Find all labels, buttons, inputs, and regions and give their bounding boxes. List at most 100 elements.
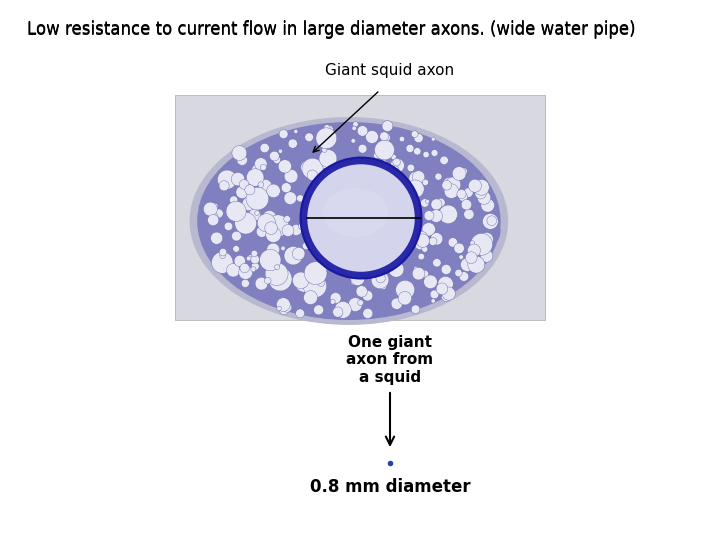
Circle shape xyxy=(362,291,373,301)
Circle shape xyxy=(284,170,298,183)
Circle shape xyxy=(316,168,321,173)
Circle shape xyxy=(468,256,485,273)
Circle shape xyxy=(474,179,490,195)
Circle shape xyxy=(445,177,461,193)
Circle shape xyxy=(268,227,273,232)
Circle shape xyxy=(418,253,425,260)
Circle shape xyxy=(322,147,327,152)
Circle shape xyxy=(459,255,464,259)
Circle shape xyxy=(487,216,497,226)
Circle shape xyxy=(248,255,253,261)
Circle shape xyxy=(449,183,459,192)
Circle shape xyxy=(407,164,415,172)
Circle shape xyxy=(442,287,455,300)
Circle shape xyxy=(464,188,473,197)
Circle shape xyxy=(236,186,248,199)
Circle shape xyxy=(379,132,389,141)
Circle shape xyxy=(260,164,266,171)
Circle shape xyxy=(274,265,279,269)
Circle shape xyxy=(454,243,464,254)
Circle shape xyxy=(246,256,251,261)
Circle shape xyxy=(430,210,443,222)
Circle shape xyxy=(438,276,454,292)
Circle shape xyxy=(282,183,291,193)
Circle shape xyxy=(356,286,367,297)
Circle shape xyxy=(269,267,292,291)
Circle shape xyxy=(232,146,247,160)
Circle shape xyxy=(372,271,389,289)
Circle shape xyxy=(442,180,451,190)
Circle shape xyxy=(414,266,418,271)
Circle shape xyxy=(465,252,477,264)
Circle shape xyxy=(251,250,258,256)
Circle shape xyxy=(467,244,480,257)
Circle shape xyxy=(415,239,426,249)
Circle shape xyxy=(480,249,493,262)
Circle shape xyxy=(292,272,309,289)
Circle shape xyxy=(266,243,279,256)
Circle shape xyxy=(282,303,292,312)
Circle shape xyxy=(440,156,449,165)
Circle shape xyxy=(235,212,256,234)
Circle shape xyxy=(351,139,356,143)
Bar xyxy=(175,95,545,320)
Circle shape xyxy=(318,279,325,286)
Circle shape xyxy=(288,139,297,148)
Circle shape xyxy=(333,307,343,317)
Circle shape xyxy=(436,198,445,207)
Circle shape xyxy=(300,158,421,279)
Circle shape xyxy=(391,298,402,309)
Circle shape xyxy=(358,144,367,153)
Circle shape xyxy=(374,140,395,160)
Circle shape xyxy=(456,189,460,193)
Circle shape xyxy=(480,232,493,246)
Circle shape xyxy=(475,187,487,199)
Circle shape xyxy=(425,276,431,282)
Circle shape xyxy=(468,258,477,266)
Circle shape xyxy=(422,179,428,185)
Circle shape xyxy=(460,168,467,175)
Circle shape xyxy=(462,199,472,210)
Circle shape xyxy=(459,192,467,201)
Circle shape xyxy=(214,209,223,218)
Circle shape xyxy=(246,168,264,186)
Circle shape xyxy=(334,301,351,318)
Circle shape xyxy=(266,227,281,242)
Circle shape xyxy=(238,266,253,279)
Circle shape xyxy=(260,249,281,271)
Circle shape xyxy=(237,155,248,165)
Circle shape xyxy=(212,252,233,273)
Circle shape xyxy=(414,133,423,143)
Circle shape xyxy=(284,192,297,205)
Circle shape xyxy=(278,160,292,173)
Circle shape xyxy=(410,186,418,193)
Circle shape xyxy=(210,213,218,221)
Circle shape xyxy=(376,274,385,283)
Circle shape xyxy=(294,130,298,133)
Circle shape xyxy=(241,279,249,287)
Circle shape xyxy=(413,267,425,280)
Circle shape xyxy=(314,305,323,315)
Circle shape xyxy=(305,133,313,141)
Circle shape xyxy=(404,300,409,305)
Circle shape xyxy=(297,195,304,202)
Circle shape xyxy=(420,199,429,207)
Circle shape xyxy=(263,211,276,225)
Circle shape xyxy=(382,160,387,165)
Circle shape xyxy=(431,137,435,141)
Circle shape xyxy=(319,150,337,167)
Circle shape xyxy=(325,125,333,133)
Circle shape xyxy=(429,237,437,246)
Circle shape xyxy=(402,290,407,295)
Circle shape xyxy=(265,262,288,286)
Circle shape xyxy=(406,180,424,198)
Circle shape xyxy=(421,270,428,278)
Circle shape xyxy=(233,246,240,252)
Circle shape xyxy=(282,225,294,237)
Circle shape xyxy=(248,209,261,221)
Circle shape xyxy=(402,294,411,303)
Circle shape xyxy=(411,131,418,138)
Circle shape xyxy=(272,219,277,224)
Circle shape xyxy=(426,199,429,204)
Text: Low resistance to current flow in large diameter axons. (wide water pipe): Low resistance to current flow in large … xyxy=(27,20,636,38)
